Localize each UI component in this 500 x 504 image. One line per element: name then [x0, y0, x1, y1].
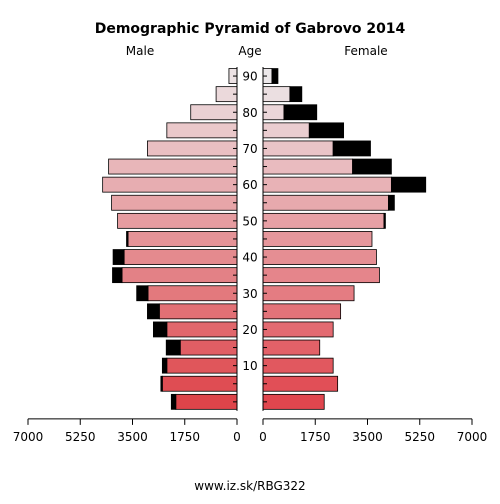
male-excess-bar-30-34 — [136, 285, 149, 302]
female-bar-75-79 — [262, 122, 310, 139]
female-bar-30-34 — [262, 285, 355, 302]
male-excess-bar-25-29 — [147, 303, 160, 320]
male-bar-20-24 — [166, 321, 238, 338]
female-bar-60-64 — [262, 176, 392, 193]
female-bar-10-14 — [262, 357, 334, 374]
age-label: Age — [238, 44, 261, 58]
female-bar-35-39 — [262, 267, 380, 284]
x-tick-label-left-1750: 1750 — [169, 430, 200, 444]
male-bar-25-29 — [158, 303, 238, 320]
female-bar-0-4 — [262, 393, 325, 410]
female-bar-70-74 — [262, 140, 334, 157]
age-tick-label-80: 80 — [242, 106, 257, 120]
female-excess-bar-65-69 — [352, 158, 392, 175]
male-excess-bar-5-9 — [160, 375, 163, 392]
male-excess-bar-40-44 — [112, 249, 125, 265]
age-tick-label-40: 40 — [242, 251, 257, 265]
female-bar-65-69 — [262, 158, 353, 175]
age-tick-label-10: 10 — [242, 359, 257, 373]
female-excess-bar-50-54 — [383, 212, 386, 229]
x-tick-label-right-1750: 1750 — [300, 430, 331, 444]
male-label: Male — [126, 44, 154, 58]
male-bar-5-9 — [161, 375, 238, 392]
x-tick-label-right-5250: 5250 — [404, 430, 435, 444]
x-tick-label-left-3500: 3500 — [117, 430, 148, 444]
male-bar-80-84 — [190, 104, 238, 121]
female-excess-bar-55-59 — [387, 194, 395, 211]
age-tick-label-50: 50 — [242, 214, 257, 228]
female-bar-50-54 — [262, 212, 385, 229]
male-bar-65-69 — [108, 158, 238, 175]
x-tick-label-left-5250: 5250 — [65, 430, 96, 444]
male-bar-35-39 — [121, 267, 238, 284]
x-tick-label-right-7000: 7000 — [457, 430, 488, 444]
bars-group — [102, 68, 427, 410]
female-excess-bar-90+ — [271, 68, 279, 84]
male-excess-bar-15-19 — [165, 339, 181, 356]
female-excess-bar-75-79 — [308, 122, 345, 139]
male-bar-30-34 — [147, 285, 238, 302]
x-tick-label-right-0: 0 — [259, 430, 267, 444]
male-bar-75-79 — [166, 122, 238, 139]
female-excess-bar-70-74 — [332, 140, 371, 157]
female-excess-bar-80-84 — [283, 104, 318, 121]
female-bar-5-9 — [262, 375, 339, 392]
male-bar-55-59 — [111, 194, 238, 211]
female-label: Female — [344, 44, 387, 58]
male-excess-bar-20-24 — [152, 321, 168, 338]
male-bar-40-44 — [123, 249, 238, 265]
male-excess-bar-35-39 — [112, 267, 123, 284]
male-bar-15-19 — [179, 339, 238, 356]
female-bar-15-19 — [262, 339, 321, 356]
female-bar-25-29 — [262, 303, 342, 320]
male-excess-bar-45-49 — [126, 231, 129, 247]
female-excess-bar-85-89 — [289, 86, 303, 103]
male-excess-bar-0-4 — [170, 393, 177, 410]
female-bar-85-89 — [262, 86, 291, 103]
x-tick-label-left-7000: 7000 — [13, 430, 44, 444]
age-tick-label-60: 60 — [242, 178, 257, 192]
age-tick-label-30: 30 — [242, 287, 257, 301]
male-bar-50-54 — [117, 212, 238, 229]
female-bar-45-49 — [262, 231, 373, 247]
female-bar-55-59 — [262, 194, 389, 211]
male-bar-70-74 — [147, 140, 238, 157]
male-bar-60-64 — [102, 176, 238, 193]
axes-group: 10 20 30 40 50 60 70 80 90 7000 5250 3500 1750 0 0 1750… — [13, 67, 488, 444]
female-bar-20-24 — [262, 321, 334, 338]
female-bar-40-44 — [262, 249, 377, 265]
male-bar-0-4 — [175, 393, 238, 410]
footer-text: www.iz.sk/RBG322 — [194, 479, 305, 493]
female-excess-bar-60-64 — [390, 176, 427, 193]
male-bar-45-49 — [127, 231, 238, 247]
chart-title: Demographic Pyramid of Gabrovo 2014 — [95, 21, 406, 37]
age-tick-label-20: 20 — [242, 323, 257, 337]
male-bar-10-14 — [166, 357, 238, 374]
male-excess-bar-10-14 — [161, 357, 168, 374]
age-tick-label-70: 70 — [242, 142, 257, 156]
x-tick-label-left-0: 0 — [233, 430, 241, 444]
x-tick-label-right-3500: 3500 — [352, 430, 383, 444]
age-tick-label-90: 90 — [242, 70, 257, 84]
